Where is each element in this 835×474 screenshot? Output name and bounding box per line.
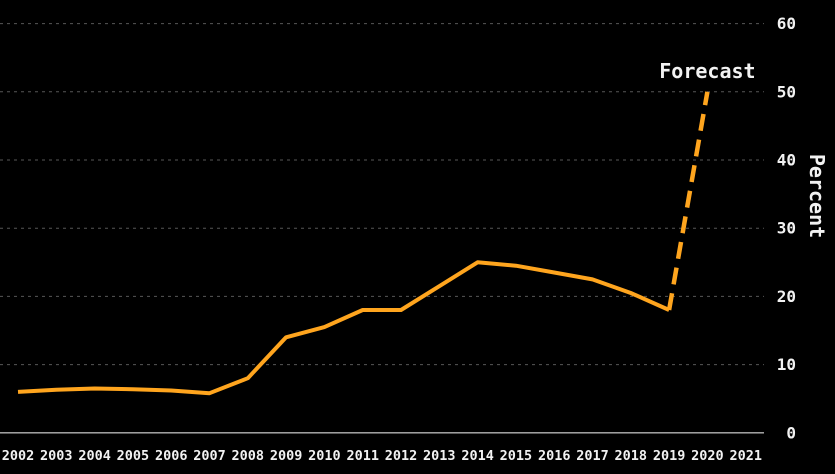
x-tick-label: 2014 — [461, 448, 494, 464]
x-tick-label: 2003 — [40, 448, 73, 464]
x-tick-label: 2005 — [117, 448, 150, 464]
data-series-lines — [17, 91, 710, 396]
forecast-annotation: Forecast — [659, 59, 755, 83]
y-tick-label: 10 — [777, 355, 796, 374]
x-tick-label: 2018 — [615, 448, 648, 464]
y-axis-title: Percent — [805, 154, 829, 238]
x-tick-label: 2015 — [500, 448, 533, 464]
y-tick-label: 60 — [777, 14, 796, 33]
forecast-line — [666, 91, 710, 311]
x-tick-label: 2020 — [691, 448, 724, 464]
y-tick-label: 50 — [777, 82, 796, 101]
y-tick-label: 40 — [777, 151, 796, 170]
x-tick-label: 2017 — [576, 448, 609, 464]
x-tick-label: 2002 — [2, 448, 35, 464]
x-tick-label: 2019 — [653, 448, 686, 464]
x-tick-label: 2009 — [270, 448, 303, 464]
x-tick-label: 2021 — [729, 448, 762, 464]
y-tick-label: 0 — [786, 423, 796, 442]
x-tick-label: 2012 — [385, 448, 418, 464]
x-tick-label: 2010 — [308, 448, 341, 464]
x-tick-label: 2006 — [155, 448, 188, 464]
y-tick-label: 20 — [777, 287, 796, 306]
x-tick-label: 2013 — [423, 448, 456, 464]
x-tick-label: 2011 — [346, 448, 379, 464]
x-tick-label: 2007 — [193, 448, 226, 464]
y-tick-label: 30 — [777, 219, 796, 238]
y-gridlines — [0, 23, 764, 434]
x-tick-label: 2008 — [232, 448, 265, 464]
x-tick-label: 2016 — [538, 448, 571, 464]
x-axis-tick-labels: 2002 2003 2004 2005 2006 2007 2008 2009 2010 2011… — [2, 448, 762, 464]
x-tick-label: 2004 — [78, 448, 111, 464]
y-axis-tick-labels: 0 10 20 30 40 50 60 — [777, 14, 796, 442]
historical-line — [17, 260, 670, 396]
